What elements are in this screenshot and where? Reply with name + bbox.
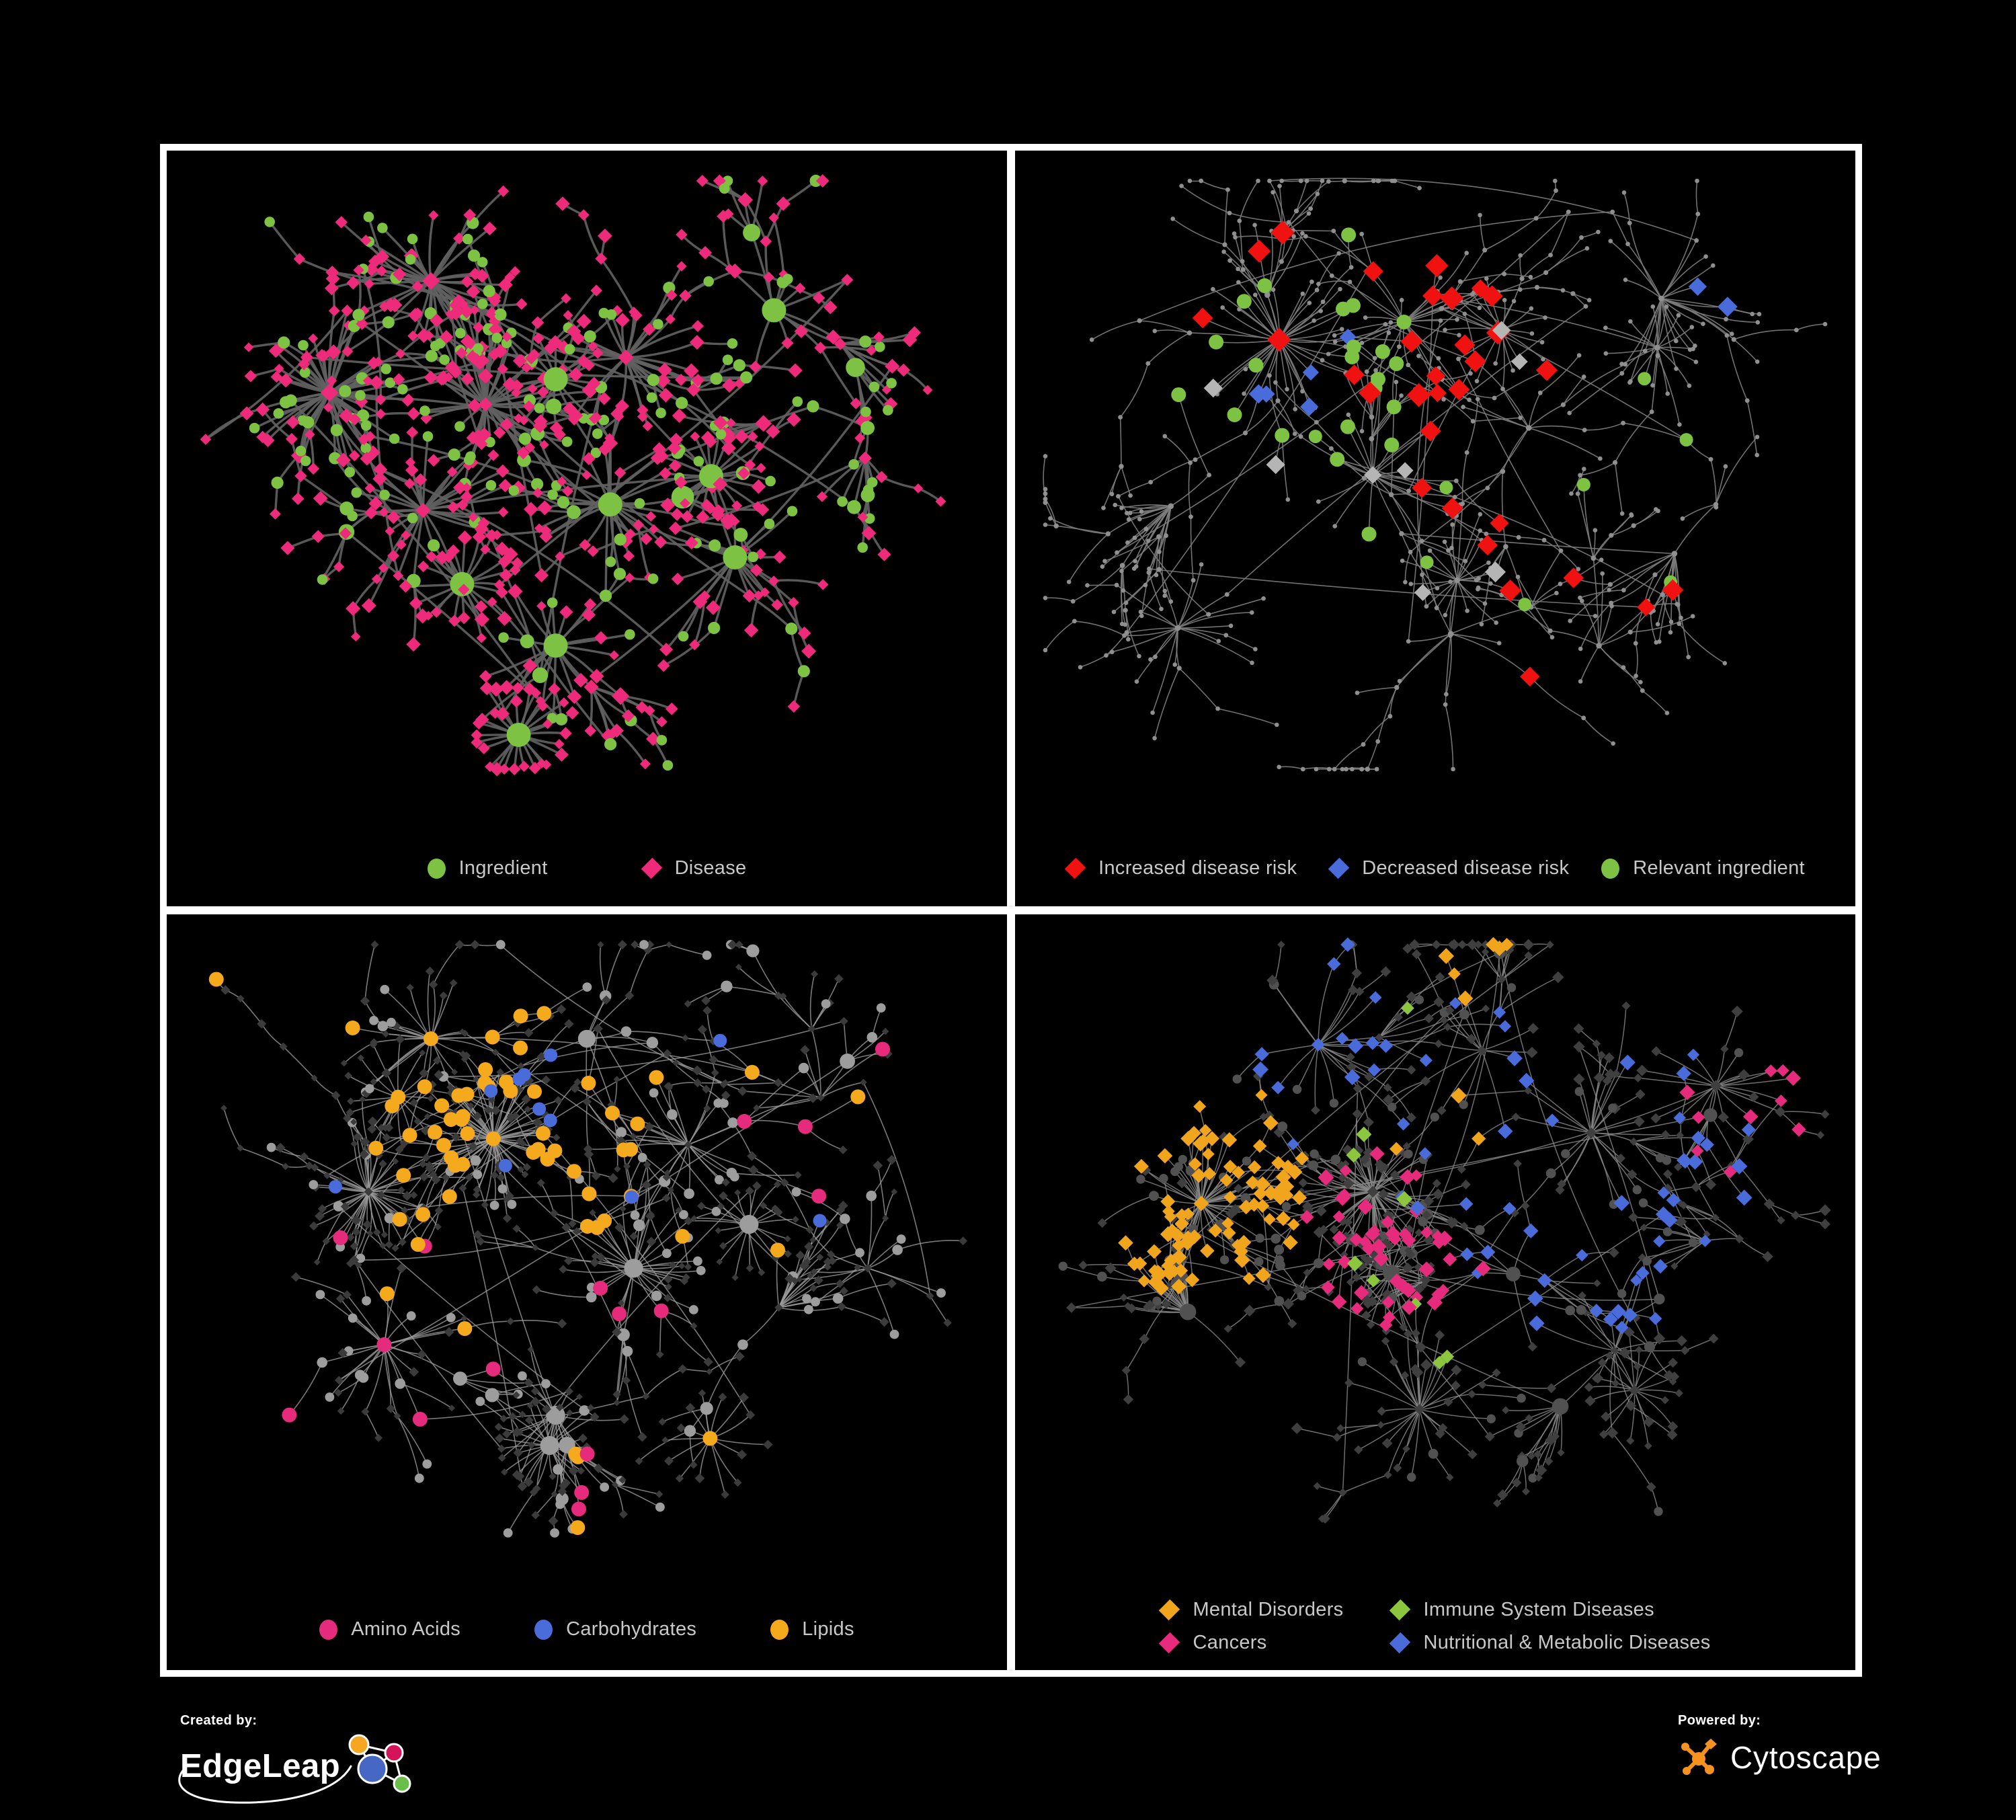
legend-label: Lipids	[802, 1618, 854, 1640]
legend-item-relevant-ingredient: Relevant ingredient	[1601, 857, 1805, 879]
panel-disease-class: Mental Disorders Immune System Diseases Ca…	[1015, 914, 1855, 1670]
legend-item-decreased-disease-risk: Decreased disease risk	[1328, 857, 1570, 879]
legend-item-amino-acids: Amino Acids	[319, 1618, 460, 1640]
engine-name: Cytoscape	[1730, 1740, 1882, 1775]
legend-item-ingredient: Ingredient	[427, 857, 548, 879]
legend-label: Ingredient	[458, 857, 548, 879]
increased-disease-risk-diamond-swatch-icon	[1064, 857, 1086, 879]
lipids-circle-swatch-icon	[770, 1619, 789, 1640]
relevant-ingredient-circle-swatch-icon	[1601, 858, 1620, 879]
legend-label: Increased disease risk	[1098, 857, 1297, 879]
legend-nutrient-class: Amino Acids Carbohydrates Lipids	[167, 1618, 1007, 1640]
ingredient-circle-swatch-icon	[427, 858, 446, 879]
legend-item-disease: Disease	[641, 857, 747, 879]
legend-item-nutritional-metabolic-diseases: Nutritional & Metabolic Diseases	[1389, 1632, 1711, 1654]
immune-system-diseases-diamond-swatch-icon	[1389, 1599, 1411, 1621]
powered-by-block: Powered by: Cytoscape	[1678, 1713, 1882, 1780]
legend-label: Immune System Diseases	[1423, 1599, 1654, 1620]
legend-item-immune-system-diseases: Immune System Diseases	[1389, 1599, 1710, 1621]
legend-ingredient-disease: Ingredient Disease	[167, 857, 1007, 879]
panel-nutrient-class: Amino Acids Carbohydrates Lipids	[167, 914, 1007, 1670]
legend-item-cancers: Cancers	[1159, 1632, 1343, 1654]
legend-label: Decreased disease risk	[1362, 857, 1570, 879]
disease-diamond-swatch-icon	[641, 857, 662, 879]
carbohydrates-circle-swatch-icon	[534, 1619, 553, 1640]
legend-disease-class: Mental Disorders Immune System Diseases Ca…	[1015, 1599, 1855, 1654]
legend-label: Amino Acids	[351, 1618, 461, 1640]
disease-class-network-canvas	[1058, 937, 1831, 1524]
legend-label: Disease	[674, 857, 747, 879]
legend-label: Cancers	[1193, 1632, 1267, 1653]
legend-label: Relevant ingredient	[1633, 857, 1805, 879]
cytoscape-logo-icon	[1681, 1739, 1717, 1775]
network-panel-grid: Ingredient Disease Increased disease risk…	[160, 144, 1862, 1677]
edgeleap-logo-icon	[348, 1734, 411, 1793]
legend-item-mental-disorders: Mental Disorders	[1159, 1599, 1344, 1621]
legend-disease-risk: Increased disease risk Decreased disease …	[1015, 857, 1855, 879]
legend-label: Nutritional & Metabolic Diseases	[1423, 1632, 1711, 1653]
powered-by-label: Powered by:	[1678, 1713, 1761, 1728]
panel-disease-risk: Increased disease risk Decreased disease …	[1015, 151, 1855, 906]
legend-label: Mental Disorders	[1193, 1599, 1344, 1620]
legend-label: Carbohydrates	[566, 1618, 697, 1640]
nutritional-metabolic-diseases-diamond-swatch-icon	[1389, 1632, 1411, 1654]
disease-risk-network-canvas	[1043, 177, 1828, 772]
ingredient-disease-network-canvas	[200, 174, 946, 777]
amino-acids-circle-swatch-icon	[319, 1619, 338, 1640]
mental-disorders-diamond-swatch-icon	[1159, 1599, 1180, 1621]
brand-name: EdgeLeap	[180, 1748, 341, 1784]
nutrient-class-network-canvas	[208, 939, 968, 1538]
created-by-label: Created by:	[180, 1713, 257, 1728]
created-by-block: Created by: EdgeLeap	[178, 1713, 422, 1804]
cancers-diamond-swatch-icon	[1159, 1632, 1180, 1654]
panel-ingredient-disease: Ingredient Disease	[167, 151, 1007, 906]
legend-item-lipids: Lipids	[770, 1618, 854, 1640]
legend-item-increased-disease-risk: Increased disease risk	[1064, 857, 1297, 879]
legend-item-carbohydrates: Carbohydrates	[534, 1618, 696, 1640]
decreased-disease-risk-diamond-swatch-icon	[1328, 857, 1350, 879]
cytoscape-brand: Cytoscape	[1678, 1735, 1882, 1780]
edgeleap-brand: EdgeLeap	[178, 1731, 422, 1804]
